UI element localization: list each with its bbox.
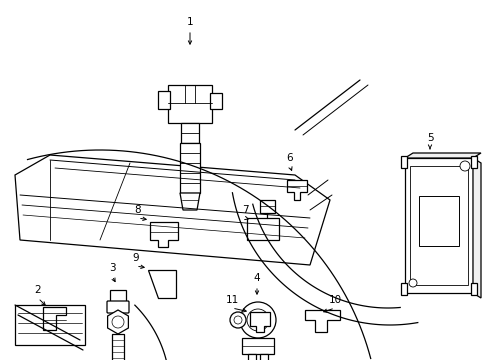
Bar: [112, 334, 124, 360]
Circle shape: [408, 279, 416, 287]
Bar: [242, 338, 273, 354]
Circle shape: [112, 316, 124, 328]
Text: 6: 6: [286, 153, 293, 163]
Circle shape: [459, 161, 469, 171]
Text: 4: 4: [253, 273, 260, 283]
Polygon shape: [15, 155, 329, 265]
Polygon shape: [180, 193, 200, 210]
Bar: [180, 143, 200, 193]
Polygon shape: [404, 153, 480, 158]
Text: 2: 2: [35, 285, 41, 295]
Circle shape: [229, 312, 245, 328]
Polygon shape: [43, 307, 66, 330]
Text: 8: 8: [134, 205, 141, 215]
Bar: [418, 196, 458, 246]
Polygon shape: [472, 158, 480, 298]
Polygon shape: [249, 312, 269, 332]
Text: 7: 7: [241, 205, 248, 215]
Bar: [400, 156, 406, 168]
Polygon shape: [286, 180, 306, 200]
Polygon shape: [107, 310, 128, 334]
Polygon shape: [148, 270, 176, 298]
Bar: [209, 93, 222, 109]
Bar: [409, 166, 467, 285]
Bar: [247, 354, 256, 360]
Polygon shape: [150, 222, 178, 247]
Circle shape: [240, 302, 275, 338]
Text: 3: 3: [108, 263, 115, 273]
Polygon shape: [305, 310, 339, 332]
FancyBboxPatch shape: [107, 301, 129, 313]
Bar: [404, 158, 472, 293]
Bar: [260, 354, 267, 360]
Circle shape: [234, 316, 242, 324]
Text: 5: 5: [426, 133, 432, 143]
Bar: [400, 283, 406, 295]
Bar: [158, 91, 170, 109]
Text: 9: 9: [132, 253, 139, 263]
Bar: [246, 218, 279, 240]
Circle shape: [246, 309, 268, 331]
Text: 10: 10: [328, 295, 341, 305]
Bar: [110, 290, 126, 302]
Bar: [168, 85, 212, 123]
Bar: [181, 123, 199, 143]
Polygon shape: [260, 200, 274, 213]
Bar: [15, 305, 85, 345]
Bar: [470, 156, 476, 168]
Text: 11: 11: [225, 295, 238, 305]
Bar: [470, 283, 476, 295]
Text: 1: 1: [186, 17, 193, 27]
